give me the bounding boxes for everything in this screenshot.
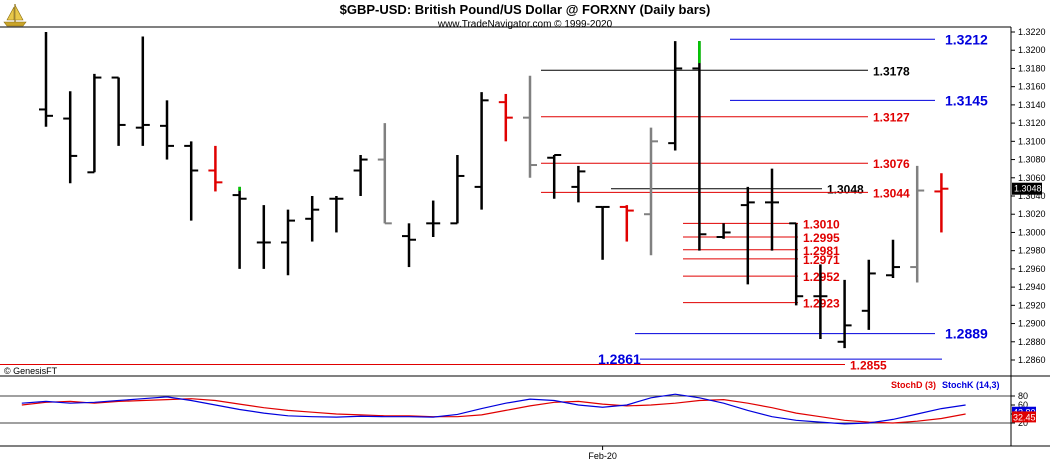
- price-tick-label: 1.3040: [1018, 191, 1046, 201]
- ohlc-bar: [87, 73, 102, 174]
- ohlc-bar: [789, 222, 804, 306]
- price-tick-label: 1.2860: [1018, 355, 1046, 365]
- ohlc-bar: [595, 205, 610, 260]
- ohlc-bar: [765, 168, 779, 251]
- last-price-tag: 1.3048: [1012, 182, 1042, 195]
- x-axis: Feb-20: [588, 446, 617, 461]
- level-label: 1.3178: [873, 64, 910, 78]
- ohlc-bar: [861, 259, 876, 330]
- ohlc-bar: [426, 200, 441, 237]
- price-bars: [39, 32, 949, 349]
- ohlc-bar: [353, 155, 368, 196]
- ohlc-bar: [837, 279, 852, 349]
- price-tick-label: 1.2880: [1018, 337, 1046, 347]
- stoch-tick-label: 60: [1018, 400, 1028, 410]
- copyright-label: © GenesisFT: [4, 366, 58, 376]
- ohlc-bar: [256, 205, 271, 269]
- level-label: 1.3145: [945, 92, 988, 108]
- price-tick-label: 1.2940: [1018, 282, 1046, 292]
- price-tick-label: 1.3000: [1018, 227, 1046, 237]
- price-tick-label: 1.2900: [1018, 319, 1046, 329]
- ohlc-bar: [668, 41, 683, 151]
- ohlc-bar: [232, 186, 247, 269]
- legend-stoch-d: StochD (3): [891, 380, 936, 390]
- stoch-tick-label: 20: [1018, 418, 1028, 428]
- level-label: 1.2995: [803, 231, 840, 245]
- ohlc-bar: [208, 145, 223, 192]
- gold-ship-icon: [2, 2, 30, 30]
- ohlc-bar: [474, 92, 489, 210]
- price-tick-label: 1.2960: [1018, 264, 1046, 274]
- ohlc-bar: [692, 41, 707, 251]
- stochastic-lines: [21, 393, 966, 425]
- ohlc-bar: [402, 223, 416, 268]
- level-lines: 1.3212 1.3178 1.3145 1.3127 1.3076 1.3048 1.30…: [0, 31, 988, 373]
- ohlc-bar: [450, 155, 465, 225]
- ohlc-bar: [498, 93, 513, 142]
- level-label: 1.3010: [803, 217, 840, 231]
- ohlc-bar: [934, 173, 949, 233]
- ohlc-bar: [184, 141, 199, 221]
- ohlc-bar: [305, 196, 320, 242]
- legend-stoch-k: StochK (14,3): [942, 380, 1000, 390]
- price-tick-label: 1.2980: [1018, 246, 1046, 256]
- ohlc-bar: [39, 32, 53, 127]
- level-label: 1.3044: [873, 186, 910, 200]
- level-label: 1.2971: [803, 253, 840, 267]
- ohlc-bar: [740, 186, 755, 285]
- price-tick-label: 1.2920: [1018, 300, 1046, 310]
- ohlc-bar: [619, 205, 634, 242]
- ohlc-bar: [281, 209, 295, 276]
- last-price-label: 1.3048: [1014, 184, 1042, 194]
- stoch-series-line: [21, 393, 966, 425]
- price-axis: 1.2860 1.2880 1.2900 1.2920 1.2940 1.2960 1.29…: [1011, 27, 1046, 365]
- stoch-tick-label: 80: [1018, 391, 1028, 401]
- ohlc-bar: [644, 127, 658, 256]
- ohlc-bar: [329, 196, 344, 233]
- price-panel: 1.2860 1.2880 1.2900 1.2920 1.2940 1.2960 1.29…: [0, 26, 1050, 377]
- ohlc-bar: [135, 36, 150, 146]
- ohlc-bar: [160, 100, 174, 160]
- ohlc-bar: [571, 165, 586, 203]
- price-tick-label: 1.3180: [1018, 63, 1046, 73]
- price-tick-label: 1.3140: [1018, 100, 1046, 110]
- level-label: 1.3076: [873, 157, 910, 171]
- price-tick-label: 1.3020: [1018, 209, 1046, 219]
- ohlc-bar: [523, 75, 537, 178]
- ohlc-bar: [886, 239, 900, 278]
- price-tick-label: 1.3120: [1018, 118, 1046, 128]
- level-label: 1.3048: [827, 183, 864, 197]
- price-tick-label: 1.3160: [1018, 82, 1046, 92]
- stoch-series-line: [21, 398, 966, 424]
- ohlc-bar: [910, 165, 925, 283]
- level-label: 1.2861: [598, 351, 641, 367]
- price-tick-label: 1.3200: [1018, 45, 1046, 55]
- ohlc-bar: [813, 264, 828, 340]
- level-label: 1.3212: [945, 31, 988, 47]
- stoch-d-value: 32.45: [1013, 412, 1036, 422]
- ohlc-bar: [377, 123, 392, 225]
- level-label: 1.3127: [873, 111, 910, 125]
- price-tick-label: 1.3220: [1018, 27, 1046, 37]
- level-label: 1.2855: [850, 359, 887, 373]
- price-tick-label: 1.3100: [1018, 136, 1046, 146]
- level-label: 1.2981: [803, 244, 840, 258]
- ohlc-bar: [547, 154, 562, 199]
- level-label: 1.2889: [945, 326, 988, 342]
- chart-title: $GBP-USD: British Pound/US Dollar @ FORX…: [340, 2, 711, 17]
- price-tick-label: 1.3060: [1018, 173, 1046, 183]
- price-tick-label: 1.3080: [1018, 155, 1046, 165]
- x-tick-label: Feb-20: [588, 451, 617, 461]
- chart-subtitle: www.TradeNavigator.com © 1999-2020: [437, 19, 613, 30]
- ohlc-bar: [111, 76, 126, 146]
- ohlc-bar: [63, 91, 78, 184]
- ohlc-bar: [716, 223, 731, 239]
- logo: [2, 2, 30, 30]
